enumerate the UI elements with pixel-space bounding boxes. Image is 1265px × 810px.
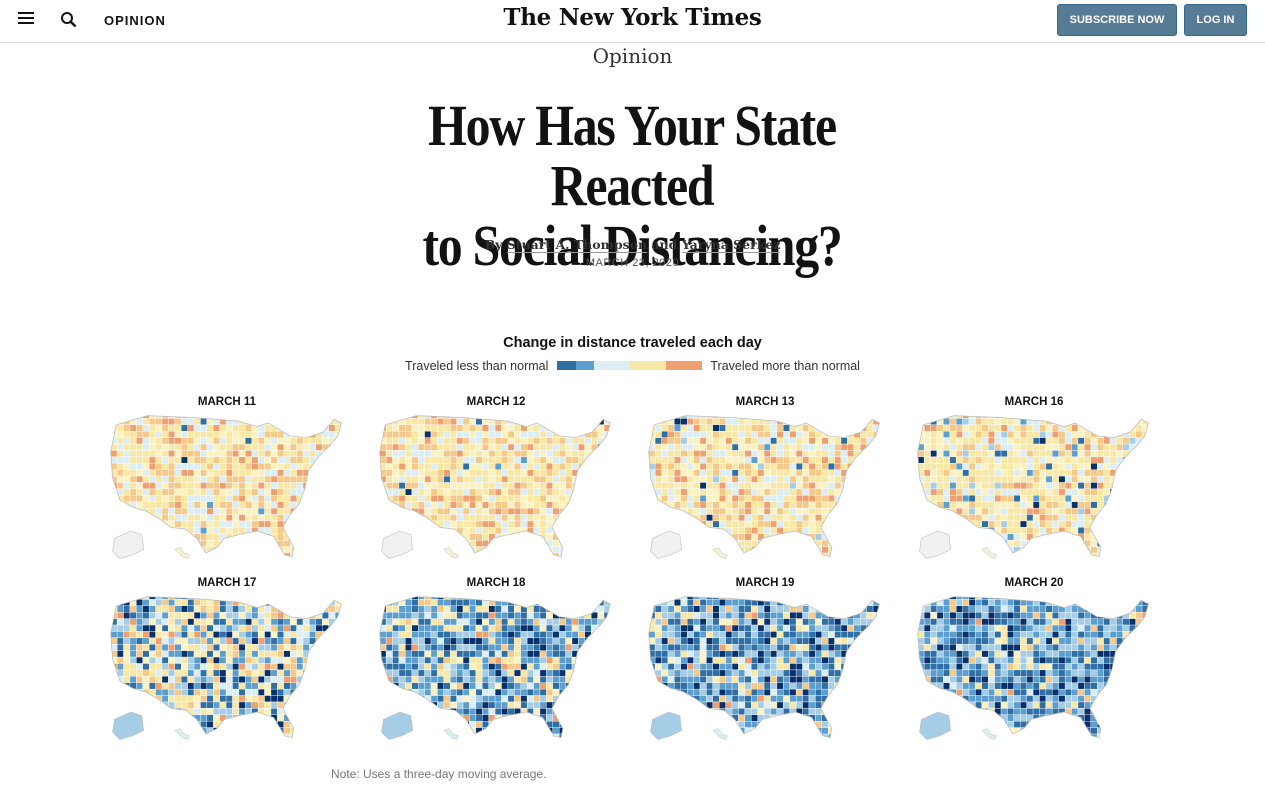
hawaii-inset — [712, 728, 728, 740]
map-panel: MARCH 17 — [100, 577, 354, 745]
us-county-map — [648, 596, 880, 740]
map-panel: MARCH 20 — [907, 577, 1161, 745]
hawaii-inset — [712, 547, 728, 559]
opinion-section-link[interactable]: OPINION — [104, 13, 166, 28]
alaska-inset — [381, 530, 413, 559]
alaska-inset — [381, 711, 413, 740]
alaska-inset — [919, 711, 951, 740]
us-county-map — [379, 415, 611, 559]
byline-prefix: By — [484, 237, 503, 252]
headline-line-2: to Social Distancing? — [422, 213, 842, 278]
hamburger-menu-icon[interactable] — [18, 12, 34, 28]
article-headline: How Has Your State Reacted to Social Dis… — [374, 96, 890, 276]
search-icon[interactable] — [60, 11, 78, 29]
us-county-map — [917, 415, 1149, 559]
us-county-map — [110, 415, 342, 559]
publish-date: MARCH 23, 2020 — [585, 257, 680, 269]
legend-swatch — [575, 361, 594, 371]
us-county-map — [379, 596, 611, 740]
legend-swatch — [629, 361, 666, 371]
legend-less-label: Traveled less than normal — [405, 358, 549, 373]
section-kicker[interactable]: Opinion — [592, 44, 673, 68]
map-panel: MARCH 11 — [100, 396, 354, 564]
map-date-label: MARCH 11 — [197, 396, 257, 408]
alaska-inset — [650, 711, 682, 740]
hawaii-inset — [443, 728, 459, 740]
legend-swatch — [593, 361, 630, 371]
byline-and: and — [651, 237, 678, 252]
map-panel: MARCH 12 — [369, 396, 623, 564]
log-in-button[interactable]: LOG IN — [1184, 4, 1247, 36]
author-link-1[interactable]: Stuart A. Thompson — [506, 237, 648, 253]
map-panel: MARCH 19 — [638, 577, 892, 745]
subscribe-now-button[interactable]: SUBSCRIBE NOW — [1057, 4, 1177, 36]
top-navigation-bar: OPINION The New York Times SUBSCRIBE NOW… — [0, 0, 1265, 43]
map-date-label: MARCH 17 — [197, 577, 257, 589]
alaska-inset — [650, 530, 682, 559]
map-panel: MARCH 13 — [638, 396, 892, 564]
map-date-label: MARCH 18 — [466, 577, 526, 589]
legend-swatch — [665, 361, 702, 371]
legend-more-label: Traveled more than normal — [710, 358, 860, 373]
us-county-map — [648, 415, 880, 559]
alaska-inset — [112, 711, 144, 740]
map-date-label: MARCH 16 — [1004, 396, 1064, 408]
legend-swatch — [556, 361, 576, 371]
graphic-title: Change in distance traveled each day — [503, 335, 762, 351]
author-link-2[interactable]: Yaryna Serkez — [681, 237, 781, 253]
map-date-label: MARCH 20 — [1004, 577, 1064, 589]
alaska-inset — [112, 530, 144, 559]
legend-color-scale — [556, 361, 702, 371]
map-panel: MARCH 18 — [369, 577, 623, 745]
hawaii-inset — [981, 547, 997, 559]
graphic-note: Note: Uses a three-day moving average. — [331, 767, 547, 781]
headline-line-1: How Has Your State Reacted — [428, 93, 837, 218]
map-panel: MARCH 16 — [907, 396, 1161, 564]
us-county-map — [917, 596, 1149, 740]
map-date-label: MARCH 19 — [735, 577, 795, 589]
hawaii-inset — [174, 728, 190, 740]
hawaii-inset — [981, 728, 997, 740]
us-county-map — [110, 596, 342, 740]
map-date-label: MARCH 13 — [735, 396, 795, 408]
byline: By Stuart A. Thompson and Yaryna Serkez — [0, 237, 1265, 253]
hawaii-inset — [174, 547, 190, 559]
map-date-label: MARCH 12 — [466, 396, 526, 408]
nyt-logo[interactable]: The New York Times — [503, 4, 762, 31]
hawaii-inset — [443, 547, 459, 559]
color-legend: Traveled less than normal Traveled more … — [0, 358, 1265, 373]
alaska-inset — [919, 530, 951, 559]
